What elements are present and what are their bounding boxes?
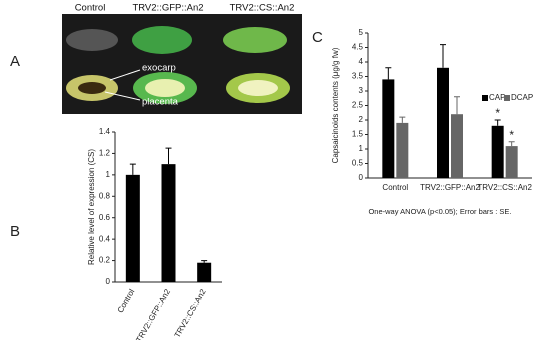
photo-annotation: placenta bbox=[142, 97, 179, 108]
photo-label: TRV2::GFP::An2 bbox=[132, 3, 203, 14]
y-tick-label: 1 bbox=[359, 144, 364, 153]
photo bbox=[62, 14, 302, 114]
error-bar bbox=[201, 260, 208, 263]
x-tick-label: Control bbox=[382, 183, 408, 192]
error-bar bbox=[165, 147, 172, 165]
y-axis-label: Relative level of expression (CS) bbox=[87, 149, 96, 265]
bar bbox=[505, 146, 518, 178]
y-tick-label: 4.5 bbox=[352, 43, 364, 52]
y-tick-label: 3.5 bbox=[352, 72, 364, 81]
y-tick-label: 4 bbox=[359, 57, 364, 66]
y-tick-label: 5 bbox=[359, 28, 364, 37]
bar bbox=[161, 164, 176, 282]
y-tick-label: 0.6 bbox=[99, 213, 111, 222]
significance-mark: * bbox=[509, 128, 514, 142]
error-bar bbox=[454, 96, 460, 115]
bar bbox=[396, 122, 409, 178]
y-tick-label: 2.5 bbox=[352, 101, 364, 110]
legend-swatch bbox=[504, 95, 510, 101]
bar bbox=[437, 67, 449, 178]
legend-label: CAP bbox=[489, 93, 505, 102]
error-bar bbox=[440, 44, 446, 68]
y-tick-label: 0.8 bbox=[99, 191, 111, 200]
error-bar bbox=[399, 116, 406, 123]
photo-label: TRV2::CS::An2 bbox=[230, 3, 295, 14]
y-tick-label: 1.2 bbox=[99, 149, 111, 158]
error-bar bbox=[129, 163, 136, 175]
legend-label: DCAP bbox=[511, 93, 533, 102]
x-tick-label: TRV2::CS::An2 bbox=[477, 183, 532, 192]
y-tick-label: 0.5 bbox=[352, 159, 364, 168]
bar bbox=[197, 262, 212, 282]
y-tick-label: 1 bbox=[106, 170, 111, 179]
bar bbox=[491, 125, 504, 178]
bar bbox=[125, 174, 140, 282]
x-tick-label: TRV2::CS::An2 bbox=[173, 287, 208, 339]
y-tick-label: 3 bbox=[359, 86, 364, 95]
y-axis-label: Capsaicinoids contents (μg/g fw) bbox=[331, 47, 340, 163]
x-tick-label: Control bbox=[116, 287, 137, 314]
photo-label: Control bbox=[75, 3, 106, 14]
x-tick-label: TRV2::GFP::An2 bbox=[420, 183, 480, 192]
legend-swatch bbox=[482, 95, 488, 101]
y-tick-label: 0.2 bbox=[99, 256, 111, 265]
y-tick-label: 0 bbox=[359, 173, 364, 182]
y-tick-label: 1.4 bbox=[99, 127, 111, 136]
error-bar bbox=[494, 119, 501, 126]
panel-letter: B bbox=[10, 223, 20, 240]
y-tick-label: 1.5 bbox=[352, 130, 364, 139]
significance-mark: * bbox=[495, 106, 500, 120]
panel-letter: C bbox=[312, 29, 323, 46]
error-bar bbox=[508, 141, 515, 147]
y-tick-label: 2 bbox=[359, 115, 364, 124]
y-tick-label: 0.4 bbox=[99, 234, 111, 243]
bar bbox=[451, 114, 463, 178]
error-bar bbox=[385, 67, 392, 80]
x-tick-label: TRV2::GFP::An2 bbox=[134, 287, 172, 340]
y-tick-label: 0 bbox=[106, 277, 111, 286]
panel-letter: A bbox=[10, 53, 20, 70]
photo-annotation: exocarp bbox=[142, 63, 176, 74]
bar bbox=[382, 79, 395, 178]
footnote: One-way ANOVA (p<0.05); Error bars : SE. bbox=[368, 207, 511, 216]
